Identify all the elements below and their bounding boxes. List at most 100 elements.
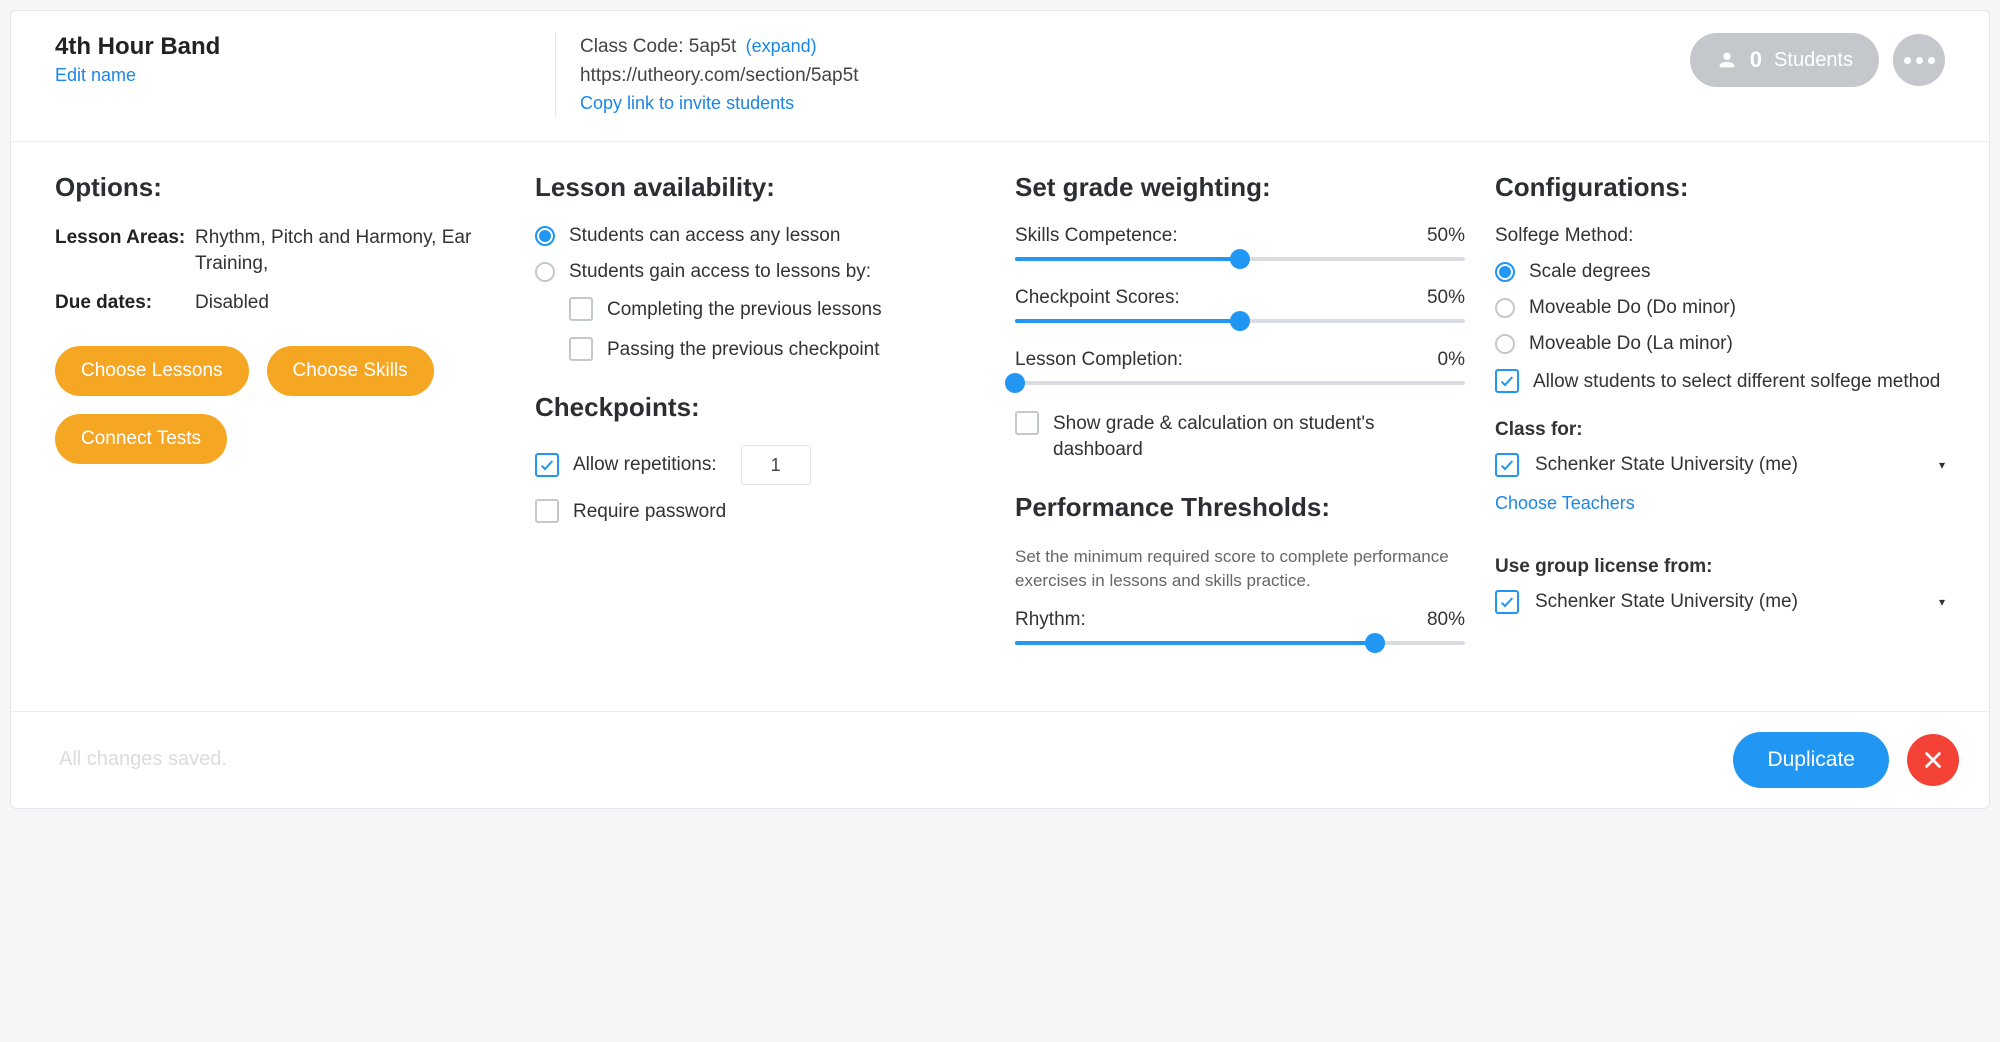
class-title: 4th Hour Band <box>55 33 515 61</box>
header-right: 0 Students <box>1690 33 1945 87</box>
header-center: Class Code: 5ap5t (expand) https://utheo… <box>555 33 1650 117</box>
radio-label: Scale degrees <box>1529 261 1650 283</box>
checkbox-icon <box>569 337 593 361</box>
students-label: Students <box>1774 49 1853 72</box>
duplicate-button[interactable]: Duplicate <box>1733 732 1889 788</box>
slider-thumb[interactable] <box>1005 373 1025 393</box>
option-label: Due dates: <box>55 290 195 316</box>
slider-thumb[interactable] <box>1230 249 1250 269</box>
class-for-row: Schenker State University (me) ▾ <box>1495 453 1945 477</box>
class-settings-card: 4th Hour Band Edit name Class Code: 5ap5… <box>10 10 1990 809</box>
slider-label: Rhythm: <box>1015 609 1086 631</box>
footer: All changes saved. Duplicate <box>11 711 1989 808</box>
radio-label: Students can access any lesson <box>569 225 840 247</box>
slider-thumb[interactable] <box>1365 633 1385 653</box>
more-menu-button[interactable] <box>1893 34 1945 86</box>
solfege-option-row[interactable]: Moveable Do (La minor) <box>1495 333 1945 355</box>
config-column: Configurations: Solfege Method: Scale de… <box>1495 172 1945 671</box>
settings-body: Options: Lesson Areas: Rhythm, Pitch and… <box>11 142 1989 711</box>
repetitions-input[interactable] <box>741 445 811 485</box>
slider-value: 0% <box>1438 349 1465 371</box>
option-row: Lesson Areas: Rhythm, Pitch and Harmony,… <box>55 225 505 276</box>
radio-icon <box>1495 334 1515 354</box>
checkpoints-heading: Checkpoints: <box>535 392 985 423</box>
checkbox-label: Passing the previous checkpoint <box>607 337 880 363</box>
class-for-label: Class for: <box>1495 419 1945 441</box>
slider-value: 80% <box>1427 609 1465 631</box>
slider-track[interactable] <box>1015 257 1465 261</box>
weighting-slider: Lesson Completion: 0% <box>1015 349 1465 385</box>
choose-skills-button[interactable]: Choose Skills <box>267 346 434 396</box>
thresholds-heading: Performance Thresholds: <box>1015 492 1465 523</box>
more-icon <box>1904 57 1935 64</box>
checkbox-icon[interactable] <box>1495 590 1519 614</box>
chevron-down-icon: ▾ <box>1939 458 1945 472</box>
slider-label: Lesson Completion: <box>1015 349 1183 371</box>
solfege-label: Solfege Method: <box>1495 225 1945 247</box>
saved-status: All changes saved. <box>41 748 227 771</box>
checkbox-icon <box>1495 369 1519 393</box>
weighting-slider: Checkpoint Scores:50% <box>1015 287 1465 323</box>
option-value: Disabled <box>195 290 505 316</box>
options-heading: Options: <box>55 172 505 203</box>
choose-lessons-button[interactable]: Choose Lessons <box>55 346 249 396</box>
radio-label: Students gain access to lessons by: <box>569 261 871 283</box>
close-button[interactable] <box>1907 734 1959 786</box>
license-label: Use group license from: <box>1495 556 1945 578</box>
checkbox-icon[interactable] <box>1495 453 1519 477</box>
license-dropdown[interactable]: Schenker State University (me) ▾ <box>1535 591 1945 613</box>
weighting-slider: Skills Competence: 50% <box>1015 225 1465 261</box>
slider-track[interactable] <box>1015 319 1465 323</box>
checkbox-icon <box>535 499 559 523</box>
allow-repetitions-row[interactable]: Allow repetitions: <box>535 445 985 485</box>
slider-track[interactable] <box>1015 381 1465 385</box>
class-url: https://utheory.com/section/5ap5t <box>580 62 1650 91</box>
solfege-option-row[interactable]: Moveable Do (Do minor) <box>1495 297 1945 319</box>
class-code-row: Class Code: 5ap5t (expand) <box>580 33 1650 62</box>
slider-track[interactable] <box>1015 641 1465 645</box>
checkbox-label: Completing the previous lessons <box>607 297 882 323</box>
options-button-row: Choose Lessons Choose Skills Connect Tes… <box>55 346 505 464</box>
solfege-option-row[interactable]: Scale degrees <box>1495 261 1945 283</box>
require-password-row[interactable]: Require password <box>535 499 985 525</box>
thresholds-desc: Set the minimum required score to comple… <box>1015 545 1465 593</box>
radio-icon <box>535 226 555 246</box>
weighting-heading: Set grade weighting: <box>1015 172 1465 203</box>
sliders-container: Skills Competence:50%Checkpoint Scores:5… <box>1015 225 1465 385</box>
dropdown-value: Schenker State University (me) <box>1535 591 1798 613</box>
radio-icon <box>1495 262 1515 282</box>
checkbox-label: Allow repetitions: <box>573 452 717 478</box>
header: 4th Hour Band Edit name Class Code: 5ap5… <box>11 11 1989 142</box>
show-dashboard-row[interactable]: Show grade & calculation on student's da… <box>1015 411 1465 462</box>
option-row: Due dates: Disabled <box>55 290 505 316</box>
connect-tests-button[interactable]: Connect Tests <box>55 414 227 464</box>
radio-label: Moveable Do (Do minor) <box>1529 297 1736 319</box>
slider-value: 50% <box>1427 225 1465 247</box>
gate-checkpoint-checkbox-row[interactable]: Passing the previous checkpoint <box>569 337 985 363</box>
class-for-dropdown[interactable]: Schenker State University (me) ▾ <box>1535 454 1945 476</box>
expand-link[interactable]: (expand) <box>746 36 817 56</box>
gate-prev-checkbox-row[interactable]: Completing the previous lessons <box>569 297 985 323</box>
checkbox-label: Allow students to select different solfe… <box>1533 369 1940 395</box>
checkbox-label: Show grade & calculation on student's da… <box>1053 411 1465 462</box>
chevron-down-icon: ▾ <box>1939 595 1945 609</box>
radio-icon <box>1495 298 1515 318</box>
checkbox-icon <box>1015 411 1039 435</box>
edit-name-link[interactable]: Edit name <box>55 65 136 85</box>
weighting-column: Set grade weighting: Skills Competence: 5… <box>1015 172 1465 671</box>
option-value: Rhythm, Pitch and Harmony, Ear Training, <box>195 225 505 276</box>
threshold-slider: Rhythm: 80% <box>1015 609 1465 645</box>
availability-any-radio-row[interactable]: Students can access any lesson <box>535 225 985 247</box>
choose-teachers-link[interactable]: Choose Teachers <box>1495 493 1635 514</box>
checkbox-label: Require password <box>573 499 726 525</box>
availability-gate-radio-row[interactable]: Students gain access to lessons by: <box>535 261 985 283</box>
availability-column: Lesson availability: Students can access… <box>535 172 985 671</box>
slider-label: Skills Competence: <box>1015 225 1178 247</box>
allow-select-solfege-row[interactable]: Allow students to select different solfe… <box>1495 369 1945 395</box>
students-button[interactable]: 0 Students <box>1690 33 1879 87</box>
copy-invite-link[interactable]: Copy link to invite students <box>580 90 1650 117</box>
availability-heading: Lesson availability: <box>535 172 985 203</box>
slider-value: 50% <box>1427 287 1465 309</box>
slider-thumb[interactable] <box>1230 311 1250 331</box>
person-icon <box>1716 49 1738 71</box>
